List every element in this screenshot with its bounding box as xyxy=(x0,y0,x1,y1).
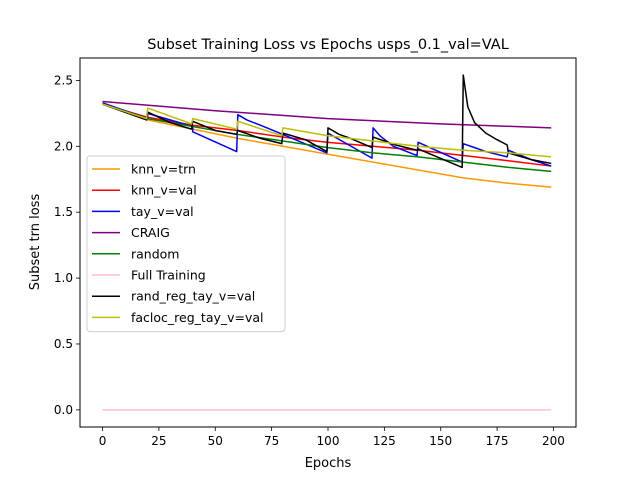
legend-label-craig: CRAIG xyxy=(131,225,170,240)
series-line-knn-v-trn xyxy=(102,103,552,188)
series-line-random xyxy=(102,103,552,173)
x-tick-label: 150 xyxy=(429,434,452,448)
series-line-rand-reg-tay-v-val xyxy=(102,74,552,169)
y-tick-label: 2.5 xyxy=(54,73,73,87)
y-tick-label: 2.0 xyxy=(54,139,73,153)
chart-title: Subset Training Loss vs Epochs usps_0.1_… xyxy=(147,37,509,53)
legend-label-knn-v-val: knn_v=val xyxy=(131,183,197,198)
x-tick-label: 125 xyxy=(373,434,396,448)
legend-label-knn-v-trn: knn_v=trn xyxy=(131,162,196,177)
plot-lines xyxy=(102,74,552,411)
y-tick-label: 0.0 xyxy=(54,403,73,417)
legend-label-facloc-reg-tay-v-val: facloc_reg_tay_v=val xyxy=(131,310,264,325)
x-tick-label: 175 xyxy=(486,434,509,448)
y-tick-label: 1.0 xyxy=(54,271,73,285)
x-tick-label: 100 xyxy=(317,434,340,448)
y-tick-label: 0.5 xyxy=(54,337,73,351)
x-axis: 0 25 50 75 100 125 150 175 200 xyxy=(99,427,565,448)
legend: knn_v=trn knn_v=val tay_v=val CRAIG random Fu… xyxy=(86,155,286,333)
legend-label-random: random xyxy=(131,246,179,261)
x-tick-label: 25 xyxy=(151,434,166,448)
series-line-facloc-reg-tay-v-val xyxy=(102,103,552,158)
x-axis-label: Epochs xyxy=(305,456,352,471)
legend-label-full-training: Full Training xyxy=(131,268,206,283)
x-tick-label: 200 xyxy=(542,434,565,448)
y-axis-label: Subset trn loss xyxy=(28,194,43,291)
legend-label-tay-v-val: tay_v=val xyxy=(131,204,194,219)
y-axis: 0.0 0.5 1.0 1.5 2.0 2.5 xyxy=(54,73,80,417)
legend-label-rand-reg-tay-v-val: rand_reg_tay_v=val xyxy=(131,289,255,304)
x-tick-label: 50 xyxy=(208,434,223,448)
x-tick-label: 0 xyxy=(99,434,107,448)
legend-box xyxy=(86,155,286,333)
x-tick-label: 75 xyxy=(264,434,279,448)
y-tick-label: 1.5 xyxy=(54,205,73,219)
